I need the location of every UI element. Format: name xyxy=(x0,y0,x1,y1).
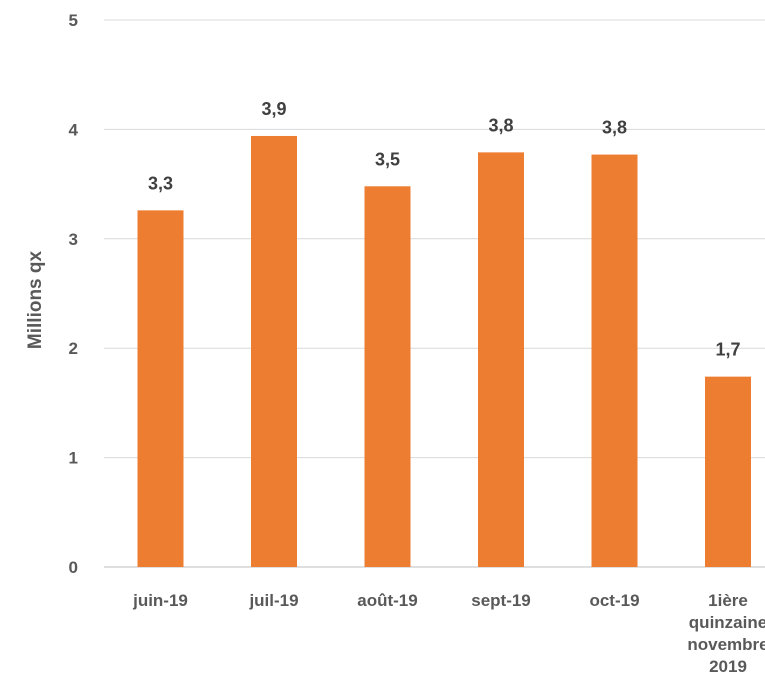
data-labels: 3,3 3,9 3,5 3,8 3,8 1,7 xyxy=(148,99,741,360)
data-label-5: 1,7 xyxy=(715,340,740,360)
x-tick-label-0: juin-19 xyxy=(132,591,188,610)
bar-2 xyxy=(364,186,411,567)
bar-3 xyxy=(478,152,524,567)
y-axis-ticks: 0 1 2 3 4 5 xyxy=(69,11,79,577)
y-tick-label-3: 3 xyxy=(69,230,78,249)
bar-0 xyxy=(137,210,184,567)
y-tick-label-2: 2 xyxy=(69,339,78,358)
x-tick-label-3: sept-19 xyxy=(471,591,531,610)
y-tick-label-5: 5 xyxy=(69,11,78,30)
x-tick-label-5: 1ière quinzaine novembre 2019 xyxy=(687,591,765,676)
y-axis-label: Millions qx xyxy=(25,250,46,349)
data-label-0: 3,3 xyxy=(148,173,173,193)
x-tick-label-1: juil-19 xyxy=(248,591,298,610)
x-tick-label-2: août-19 xyxy=(357,591,417,610)
bar-1 xyxy=(251,135,297,568)
data-label-4: 3,8 xyxy=(602,118,627,138)
data-label-2: 3,5 xyxy=(375,149,400,169)
x-axis-ticks: juin-19 juil-19 août-19 sept-19 oct-19 1ière q… xyxy=(132,591,765,676)
data-label-3: 3,8 xyxy=(488,115,513,135)
y-tick-label-1: 1 xyxy=(69,449,78,468)
y-tick-label-0: 0 xyxy=(69,558,78,577)
data-label-1: 3,9 xyxy=(261,99,286,119)
bar-5 xyxy=(705,376,751,567)
gridlines xyxy=(104,19,765,568)
y-tick-label-4: 4 xyxy=(69,120,79,139)
bar-4 xyxy=(591,154,638,567)
x-tick-label-4: oct-19 xyxy=(589,591,639,610)
bars xyxy=(137,135,751,568)
